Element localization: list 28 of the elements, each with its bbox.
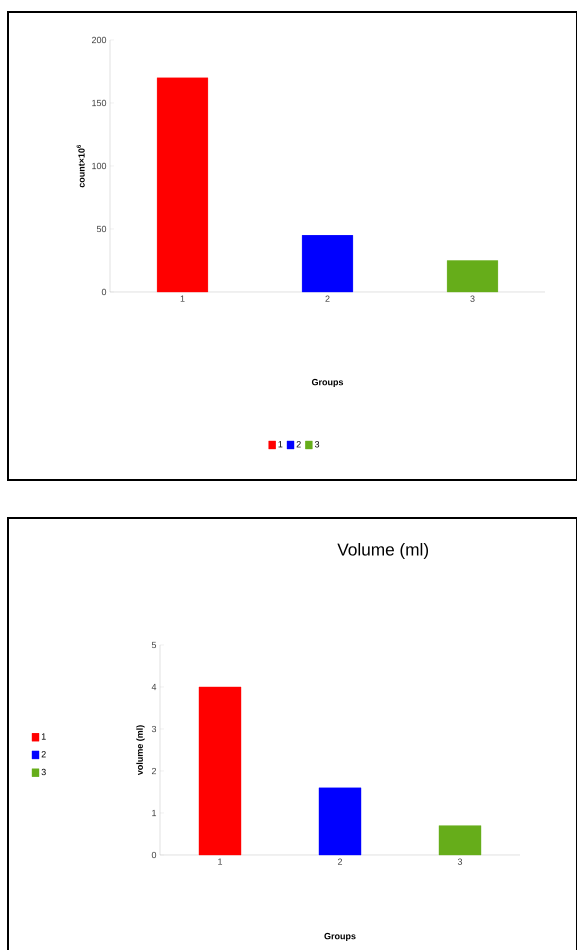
y-tick-label: 0: [102, 288, 106, 296]
x-axis-title: Groups: [324, 932, 356, 942]
x-axis-title: Groups: [312, 378, 344, 388]
legend-label: 3: [314, 441, 320, 448]
y-tick-label: 100: [92, 162, 106, 170]
chart-title: Volume (ml): [337, 542, 428, 560]
legend-label: 1: [278, 441, 282, 448]
y-tick-label: 5: [152, 642, 156, 648]
y-tick-label: 0: [152, 852, 156, 858]
x-tick-label: 1: [218, 858, 222, 865]
y-tick-label: 150: [92, 100, 106, 106]
legend-label: 1: [42, 733, 46, 740]
x-tick-label: 3: [470, 296, 475, 302]
x-tick-label: 3: [458, 858, 462, 865]
legend-label: 2: [42, 751, 46, 758]
y-tick-label: 2: [152, 768, 156, 774]
y-tick-label: 50: [96, 226, 106, 232]
x-tick-label: 2: [325, 296, 330, 302]
legend-label: 2: [296, 441, 301, 448]
y-tick-label: 1: [152, 810, 156, 816]
y-tick-label: 200: [92, 36, 106, 44]
y-axis-title: volume (ml): [136, 725, 145, 776]
x-tick-label: 2: [338, 858, 342, 865]
y-tick-label: 3: [152, 726, 156, 732]
legend-label: 3: [42, 768, 46, 776]
y-tick-label: 4: [152, 684, 156, 690]
x-tick-label: 1: [180, 296, 185, 302]
y-axis-title: count×10$^{6}$: [76, 144, 85, 188]
